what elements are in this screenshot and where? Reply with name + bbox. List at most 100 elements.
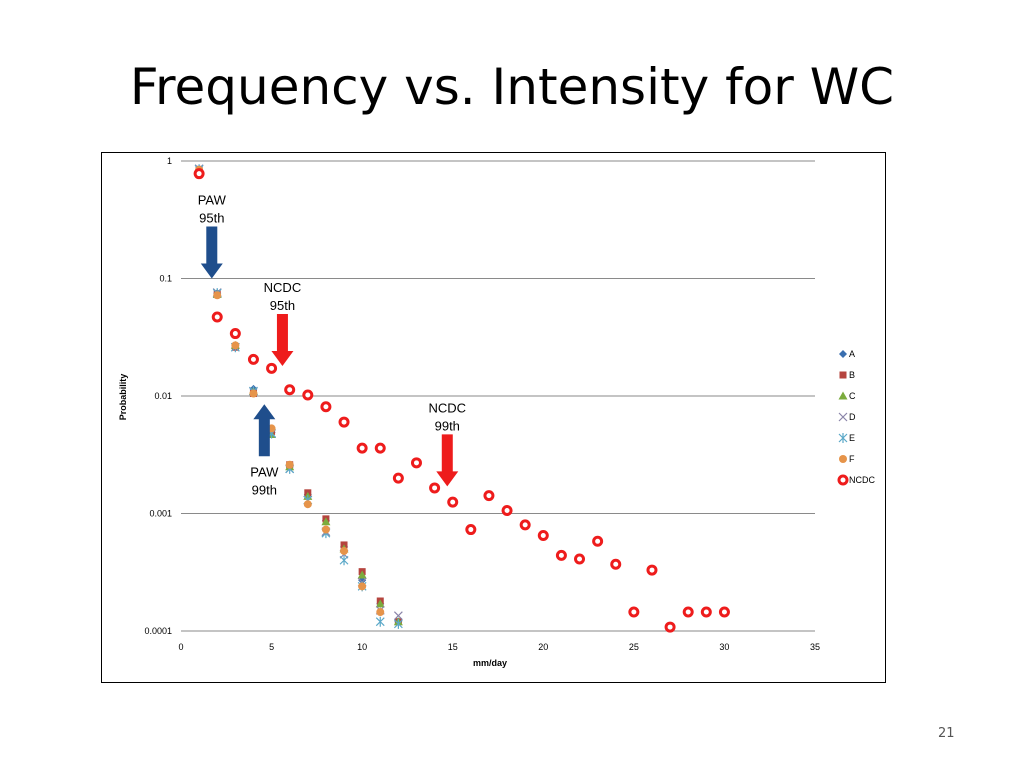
data-point-ncdc <box>374 442 386 454</box>
legend-item-d: D <box>838 412 856 422</box>
data-point-ncdc <box>429 482 441 494</box>
data-point-e <box>375 616 385 627</box>
arrow-down-icon <box>200 226 223 279</box>
annotation-layer: PAW 95th NCDC 95th PAW 99th NCDC 99th <box>198 193 466 498</box>
data-point-f <box>213 291 222 300</box>
data-point-ncdc <box>338 416 350 428</box>
data-point-ncdc <box>664 621 676 633</box>
x-tick-label: 15 <box>448 642 458 652</box>
annotation-label: PAW <box>198 193 227 208</box>
data-point-f <box>303 500 312 509</box>
annotation-label: 95th <box>270 298 295 313</box>
x-tick-label: 10 <box>357 642 367 652</box>
legend-label: B <box>849 370 855 380</box>
legend-label: C <box>849 391 856 401</box>
data-point-ncdc <box>266 362 278 374</box>
data-point-ncdc <box>628 606 640 618</box>
annotation-label: NCDC <box>264 280 302 295</box>
slide-title: Frequency vs. Intensity for WC <box>129 58 895 116</box>
legend-item-f: F <box>839 454 855 464</box>
legend-item-e: E <box>838 433 855 443</box>
annotation-label: 95th <box>199 211 224 226</box>
data-point-ncdc <box>574 553 586 565</box>
data-point-ncdc <box>700 606 712 618</box>
data-point-ncdc <box>247 353 259 365</box>
x-tick-label: 35 <box>810 642 820 652</box>
legend-marker <box>837 474 849 486</box>
data-point-f <box>376 608 385 617</box>
data-point-ncdc <box>410 457 422 469</box>
data-point-c <box>321 517 331 526</box>
data-point-ncdc <box>302 389 314 401</box>
x-tick-label: 25 <box>629 642 639 652</box>
x-tick-label: 5 <box>269 642 274 652</box>
legend-marker <box>838 433 848 443</box>
data-point-ncdc <box>592 535 604 547</box>
x-tick-label: 30 <box>719 642 729 652</box>
series-layer <box>193 164 730 633</box>
data-point-ncdc <box>555 549 567 561</box>
data-point-f <box>358 582 367 591</box>
data-point-d <box>393 611 403 621</box>
series-c <box>194 164 403 626</box>
data-point-e <box>393 618 403 629</box>
series-ncdc <box>193 168 730 633</box>
y-tick-label: 0.001 <box>149 509 172 519</box>
series-b <box>195 165 402 626</box>
legend-label: A <box>849 349 855 359</box>
arrow-down-icon <box>271 314 294 367</box>
data-point-ncdc <box>483 490 495 502</box>
x-axis-label: mm/day <box>473 658 507 668</box>
chart-plot: 1 0.1 0.01 0.001 0.0001 0 5 10 15 20 25 30 35 mm/day… <box>118 156 875 668</box>
data-point-ncdc <box>610 558 622 570</box>
slide-number: 21 <box>938 726 955 741</box>
annotation-label: 99th <box>252 482 277 497</box>
legend-marker <box>839 371 847 379</box>
y-tick-label: 0.1 <box>159 274 172 284</box>
data-point-ncdc <box>646 564 658 576</box>
data-point-ncdc <box>392 472 404 484</box>
arrow-down-icon <box>436 434 459 487</box>
legend-label: E <box>849 433 855 443</box>
annotation-paw95: PAW 95th <box>198 193 227 279</box>
y-axis-label: Probability <box>118 374 128 421</box>
legend-item-b: B <box>839 370 855 380</box>
data-point-ncdc <box>229 328 241 340</box>
series-e <box>194 164 403 629</box>
data-point-ncdc <box>320 401 332 413</box>
chart-frame <box>101 152 886 683</box>
series-a <box>195 165 403 626</box>
legend-marker <box>839 350 847 358</box>
data-point-ncdc <box>501 505 513 517</box>
data-point-c <box>375 599 385 608</box>
annotation-label: PAW <box>250 464 279 479</box>
arrow-up-icon <box>253 404 276 457</box>
legend-label: F <box>849 454 855 464</box>
data-point-ncdc <box>211 311 223 323</box>
annotation-ncdc95: NCDC 95th <box>264 280 302 367</box>
data-point-ncdc <box>193 168 205 180</box>
data-point-ncdc <box>718 606 730 618</box>
data-point-f <box>285 460 294 469</box>
data-point-c <box>357 570 367 579</box>
data-point-f <box>340 546 349 555</box>
y-tick-label: 0.01 <box>154 391 172 401</box>
legend-item-ncdc: NCDC <box>837 474 875 486</box>
legend: A B C D E F NCDC <box>837 349 875 486</box>
data-point-ncdc <box>519 519 531 531</box>
data-point-f <box>231 341 240 350</box>
annotation-label: NCDC <box>428 400 466 415</box>
data-point-ncdc <box>447 496 459 508</box>
legend-item-c: C <box>838 391 856 401</box>
data-point-ncdc <box>537 529 549 541</box>
annotation-paw99: PAW 99th <box>250 404 279 497</box>
series-d <box>194 164 403 621</box>
legend-item-a: A <box>839 349 855 359</box>
data-point-ncdc <box>284 384 296 396</box>
legend-marker <box>838 412 848 422</box>
grid-layer <box>181 160 815 632</box>
annotation-ncdc99: NCDC 99th <box>428 400 466 487</box>
x-tick-label: 20 <box>538 642 548 652</box>
data-point-ncdc <box>356 442 368 454</box>
data-point-f <box>321 525 330 534</box>
